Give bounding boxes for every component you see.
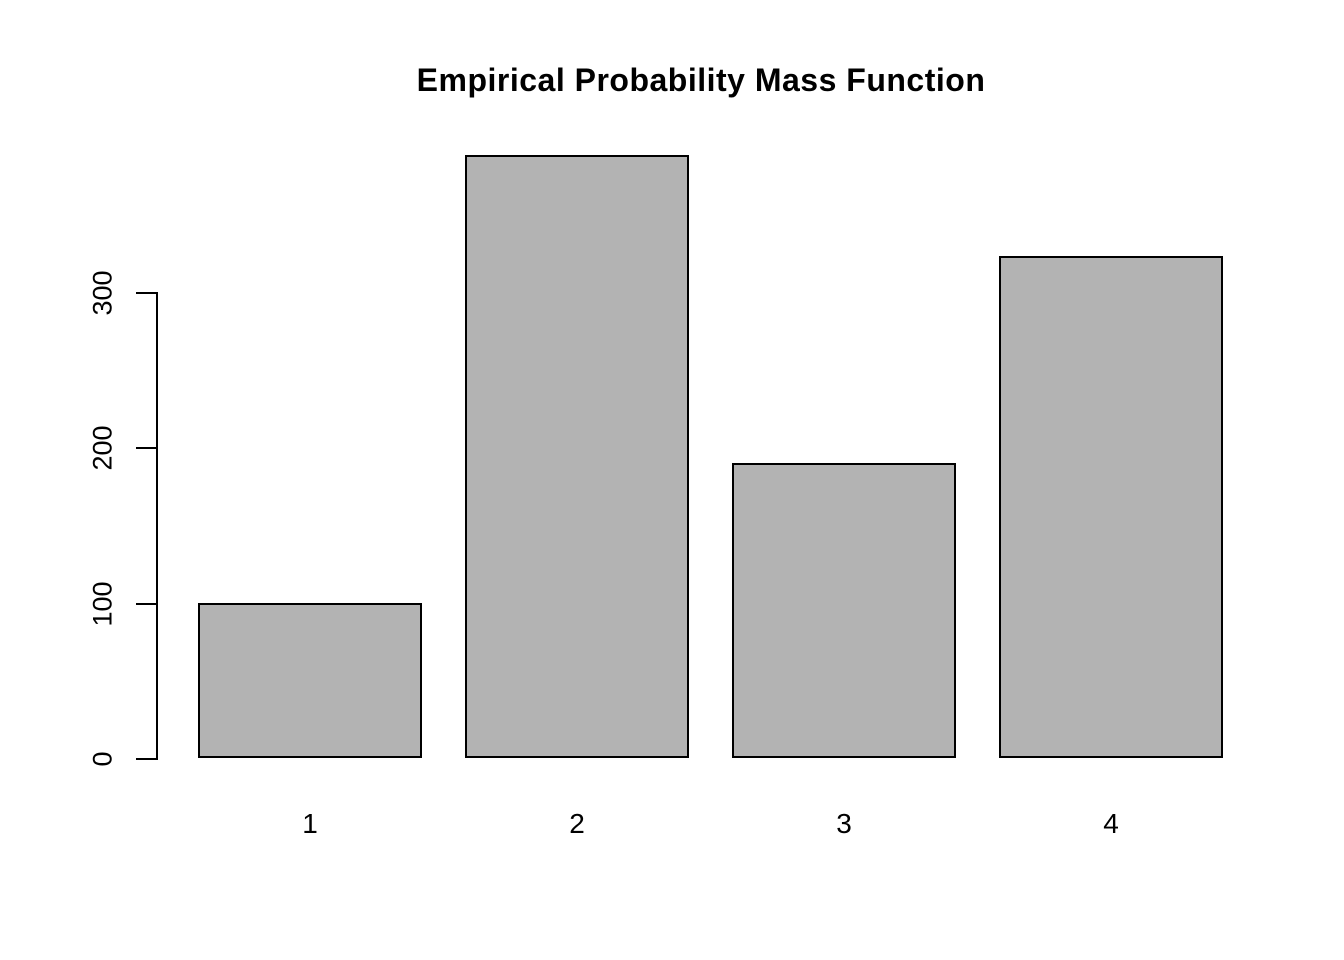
x-tick-label: 1 — [302, 808, 318, 839]
y-axis-line — [156, 292, 158, 760]
y-tick-label: 300 — [87, 270, 118, 316]
y-tick-label: 200 — [87, 425, 118, 471]
y-tick-label: 100 — [87, 581, 118, 627]
y-tick-label: 0 — [87, 751, 118, 767]
x-tick-label: 4 — [1103, 808, 1119, 839]
y-tick — [136, 758, 156, 760]
x-tick-label: 2 — [569, 808, 585, 839]
y-tick — [136, 602, 156, 605]
y-tick — [136, 292, 156, 294]
y-tick — [136, 447, 156, 450]
chart-title: Empirical Probability Mass Function — [416, 62, 986, 98]
bar — [465, 155, 689, 758]
bar — [732, 462, 956, 758]
bar — [198, 602, 422, 758]
bar — [999, 256, 1223, 758]
x-tick-label: 3 — [836, 808, 852, 839]
